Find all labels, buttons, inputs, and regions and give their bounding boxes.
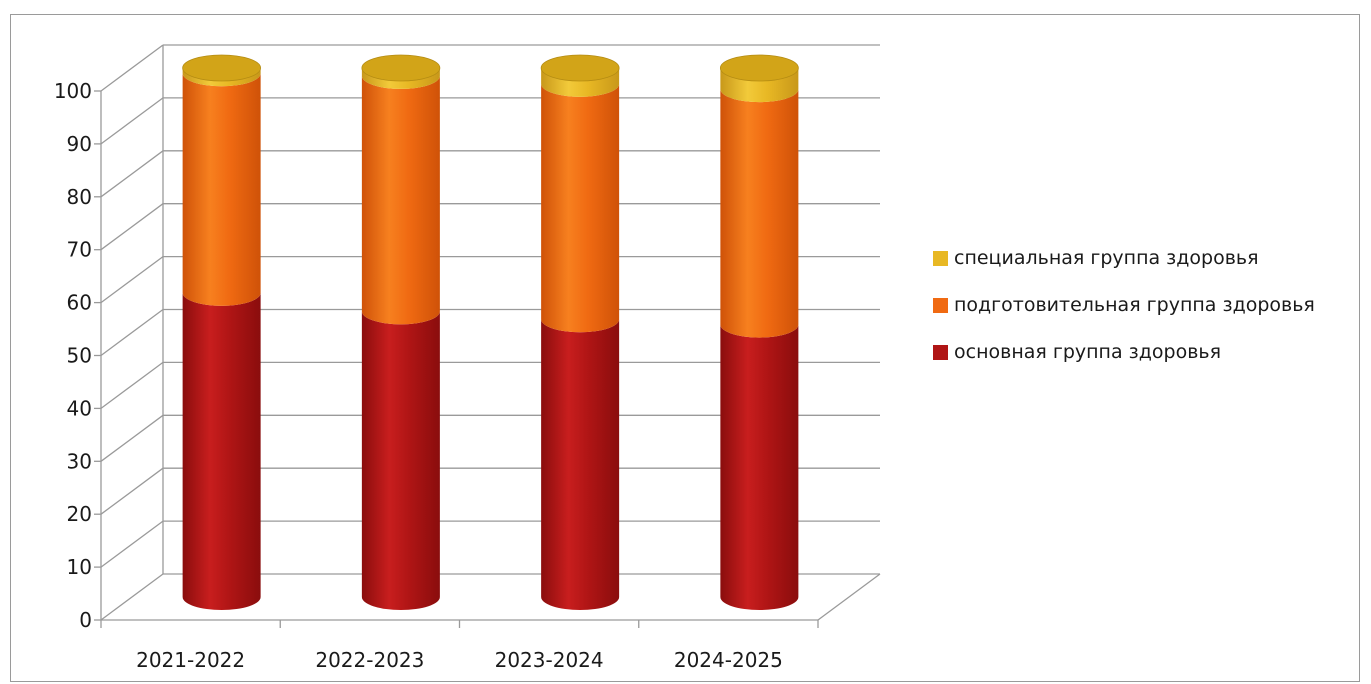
side-wall-line — [100, 256, 164, 304]
bar-segment — [720, 89, 799, 338]
bar-segment — [541, 83, 620, 333]
chart-legend: специальная группа здоровья подготовител… — [933, 244, 1353, 385]
bar-segment — [182, 68, 261, 87]
y-tick-label: 50 — [67, 344, 92, 368]
bar-segment — [361, 68, 440, 89]
side-wall-line — [100, 414, 164, 462]
side-wall-line — [100, 203, 164, 251]
side-wall-line — [100, 150, 164, 198]
legend-swatch-main — [933, 345, 948, 360]
y-tick-label: 90 — [67, 132, 92, 156]
legend-item-special: специальная группа здоровья — [933, 244, 1353, 273]
legend-item-main: основная группа здоровья — [933, 338, 1353, 367]
bar-segment — [182, 292, 261, 611]
bar-top-cap — [182, 54, 262, 82]
x-tick-label: 2022-2023 — [315, 648, 424, 672]
bar-top-cap — [719, 54, 799, 82]
legend-label-special: специальная группа здоровья — [954, 247, 1259, 269]
y-tick-label: 60 — [67, 291, 92, 315]
y-tick-label: 0 — [79, 608, 92, 632]
bar-segment — [720, 324, 799, 611]
y-tick-label: 80 — [67, 185, 92, 209]
x-tick-label: 2023-2024 — [495, 648, 604, 672]
bar-top-cap — [540, 54, 620, 82]
floor-right-edge — [817, 573, 881, 621]
bar-segment — [541, 68, 620, 97]
y-tick-label: 30 — [67, 449, 92, 473]
y-tick-label: 70 — [67, 238, 92, 262]
legend-label-main: основная группа здоровья — [954, 341, 1222, 363]
side-wall-line — [100, 308, 164, 357]
bar-segment — [361, 311, 440, 611]
y-tick-label: 10 — [67, 555, 92, 579]
y-tick-label: 40 — [67, 396, 92, 420]
side-wall-line — [100, 520, 164, 568]
legend-label-preparatory: подготовительная группа здоровья — [954, 294, 1315, 316]
bar-segment — [361, 75, 440, 325]
y-tick-label: 100 — [54, 79, 92, 103]
y-tick-label: 20 — [67, 502, 92, 526]
bar-top-cap — [361, 54, 441, 82]
side-wall-line — [100, 573, 164, 621]
side-wall-line — [100, 97, 164, 145]
side-wall-line — [100, 467, 164, 515]
side-wall-line — [100, 361, 164, 409]
legend-swatch-special — [933, 251, 948, 266]
legend-swatch-preparatory — [933, 298, 948, 313]
x-tick-label: 2021-2022 — [136, 648, 245, 672]
bar-segment — [182, 73, 261, 306]
side-wall-line — [100, 44, 164, 92]
x-tick-label: 2024-2025 — [674, 648, 783, 672]
legend-item-preparatory: подготовительная группа здоровья — [933, 291, 1353, 320]
bar-segment — [541, 319, 620, 611]
bar-segment — [720, 68, 799, 103]
